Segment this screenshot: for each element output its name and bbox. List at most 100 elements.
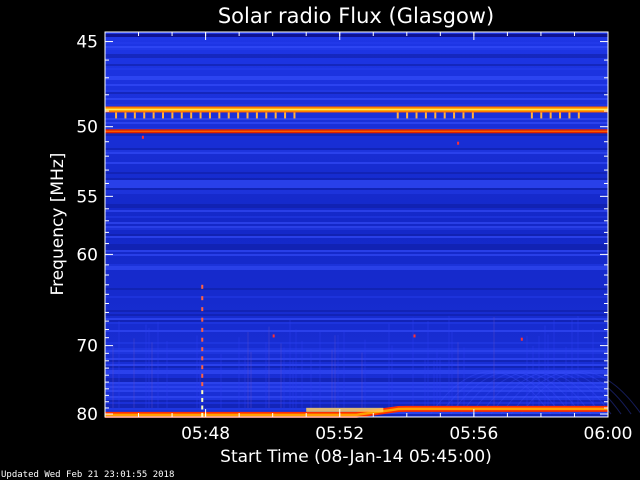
arc-streak: [470, 371, 592, 415]
emission-pulse: [143, 112, 146, 119]
arc-streak: [520, 371, 640, 415]
freq-stripe: [105, 266, 608, 268]
spike-segment: [201, 284, 204, 289]
freq-stripe: [105, 320, 608, 322]
x-tick-label: 05:48: [181, 424, 230, 444]
spike-segment: [201, 405, 204, 410]
spike-segment: [201, 356, 204, 361]
freq-stripe: [105, 48, 608, 50]
freq-stripe: [105, 310, 608, 312]
x-tick-label: 06:00: [584, 424, 633, 444]
freq-stripe: [105, 400, 608, 402]
emission-pulse: [471, 112, 474, 119]
freq-stripe: [105, 64, 608, 66]
edge-band-hotspot: [306, 407, 384, 412]
emission-pulse: [152, 112, 155, 119]
emission-pulse: [406, 112, 409, 119]
emission-pulse: [293, 112, 296, 119]
noise-speck: [520, 337, 523, 341]
arc-streak: [430, 371, 552, 415]
freq-stripe: [105, 206, 608, 208]
spike-segment: [201, 390, 204, 395]
freq-stripe: [105, 380, 608, 382]
spike-segment: [201, 382, 204, 387]
freq-stripe: [105, 226, 608, 228]
freq-stripe: [105, 68, 608, 70]
freq-stripe: [105, 128, 608, 130]
freq-stripe: [105, 248, 608, 250]
freq-stripe: [105, 404, 608, 406]
y-tick-label: 80: [76, 405, 98, 425]
freq-stripe: [105, 172, 608, 174]
x-tick-label: 05:52: [315, 424, 364, 444]
freq-stripe: [105, 386, 608, 388]
y-tick-label: 45: [76, 33, 98, 53]
y-axis-label: Frequency [MHz]: [48, 153, 68, 296]
updated-timestamp: Updated Wed Feb 21 23:01:55 2018: [1, 470, 175, 480]
freq-stripe: [105, 378, 608, 380]
spike-segment: [201, 412, 204, 417]
emission-pulse: [133, 112, 136, 119]
freq-stripe: [105, 388, 608, 390]
freq-stripe: [105, 366, 608, 368]
emission-pulse: [208, 112, 211, 119]
emission-pulse: [396, 112, 399, 119]
freq-stripe: [105, 216, 608, 218]
emission-pulse: [246, 112, 249, 119]
emission-pulse: [530, 112, 533, 119]
freq-stripe: [105, 204, 608, 206]
x-axis-label: Start Time (08-Jan-14 05:45:00): [220, 447, 492, 467]
x-axis: 05:48 05:52 05:56 06:00: [104, 32, 633, 444]
freq-stripe: [105, 190, 608, 192]
spike-segment: [201, 337, 204, 342]
emission-pulse: [171, 112, 174, 119]
y-tick-label: 70: [76, 337, 98, 357]
freq-stripe: [105, 78, 608, 80]
noise-speck: [457, 141, 460, 145]
emission-pulse: [237, 112, 240, 119]
y-tick-label: 50: [76, 118, 98, 138]
freq-stripe: [105, 148, 608, 150]
freq-stripe: [105, 192, 608, 194]
y-axis: 45 50 55 60 70 80: [76, 33, 608, 425]
emission-pulse: [227, 112, 230, 119]
emission-pulse: [265, 112, 268, 119]
freq-stripe: [105, 184, 608, 186]
emission-pulse: [124, 112, 127, 119]
spike-segment: [201, 373, 204, 378]
freq-stripe: [105, 54, 608, 56]
freq-stripe: [105, 398, 608, 400]
freq-stripe: [105, 268, 608, 270]
freq-stripe: [105, 152, 608, 154]
arc-streak: [440, 371, 562, 415]
spike-segment: [201, 296, 204, 301]
freq-stripe: [105, 342, 608, 344]
emission-pulse: [559, 112, 562, 119]
spectrogram-background: [105, 32, 608, 417]
freq-stripe: [105, 182, 608, 184]
y-tick-label: 55: [76, 187, 98, 207]
freq-stripe: [105, 34, 608, 37]
chart-title: Solar radio Flux (Glasgow): [218, 4, 494, 28]
emission-pulse: [453, 112, 456, 119]
arc-streak: [500, 371, 622, 415]
freq-stripe: [105, 384, 608, 386]
freq-stripe: [105, 228, 608, 230]
freq-stripe: [105, 352, 608, 354]
spike-segment: [201, 307, 204, 312]
freq-stripe: [105, 104, 608, 106]
emission-pulse: [199, 112, 202, 119]
freq-stripe: [105, 264, 608, 266]
noise-speck: [272, 334, 275, 338]
freq-stripe: [105, 234, 608, 236]
emission-features: [105, 106, 608, 418]
emission-pulse: [180, 112, 183, 119]
plot-frame: [104, 31, 609, 418]
freq-stripe: [105, 370, 608, 372]
freq-stripe: [105, 396, 608, 398]
y-tick-label: 60: [76, 245, 98, 265]
emission-pulse: [190, 112, 193, 119]
freq-stripe: [105, 330, 608, 332]
spike-segment: [201, 317, 204, 322]
freq-stripe: [105, 250, 608, 252]
